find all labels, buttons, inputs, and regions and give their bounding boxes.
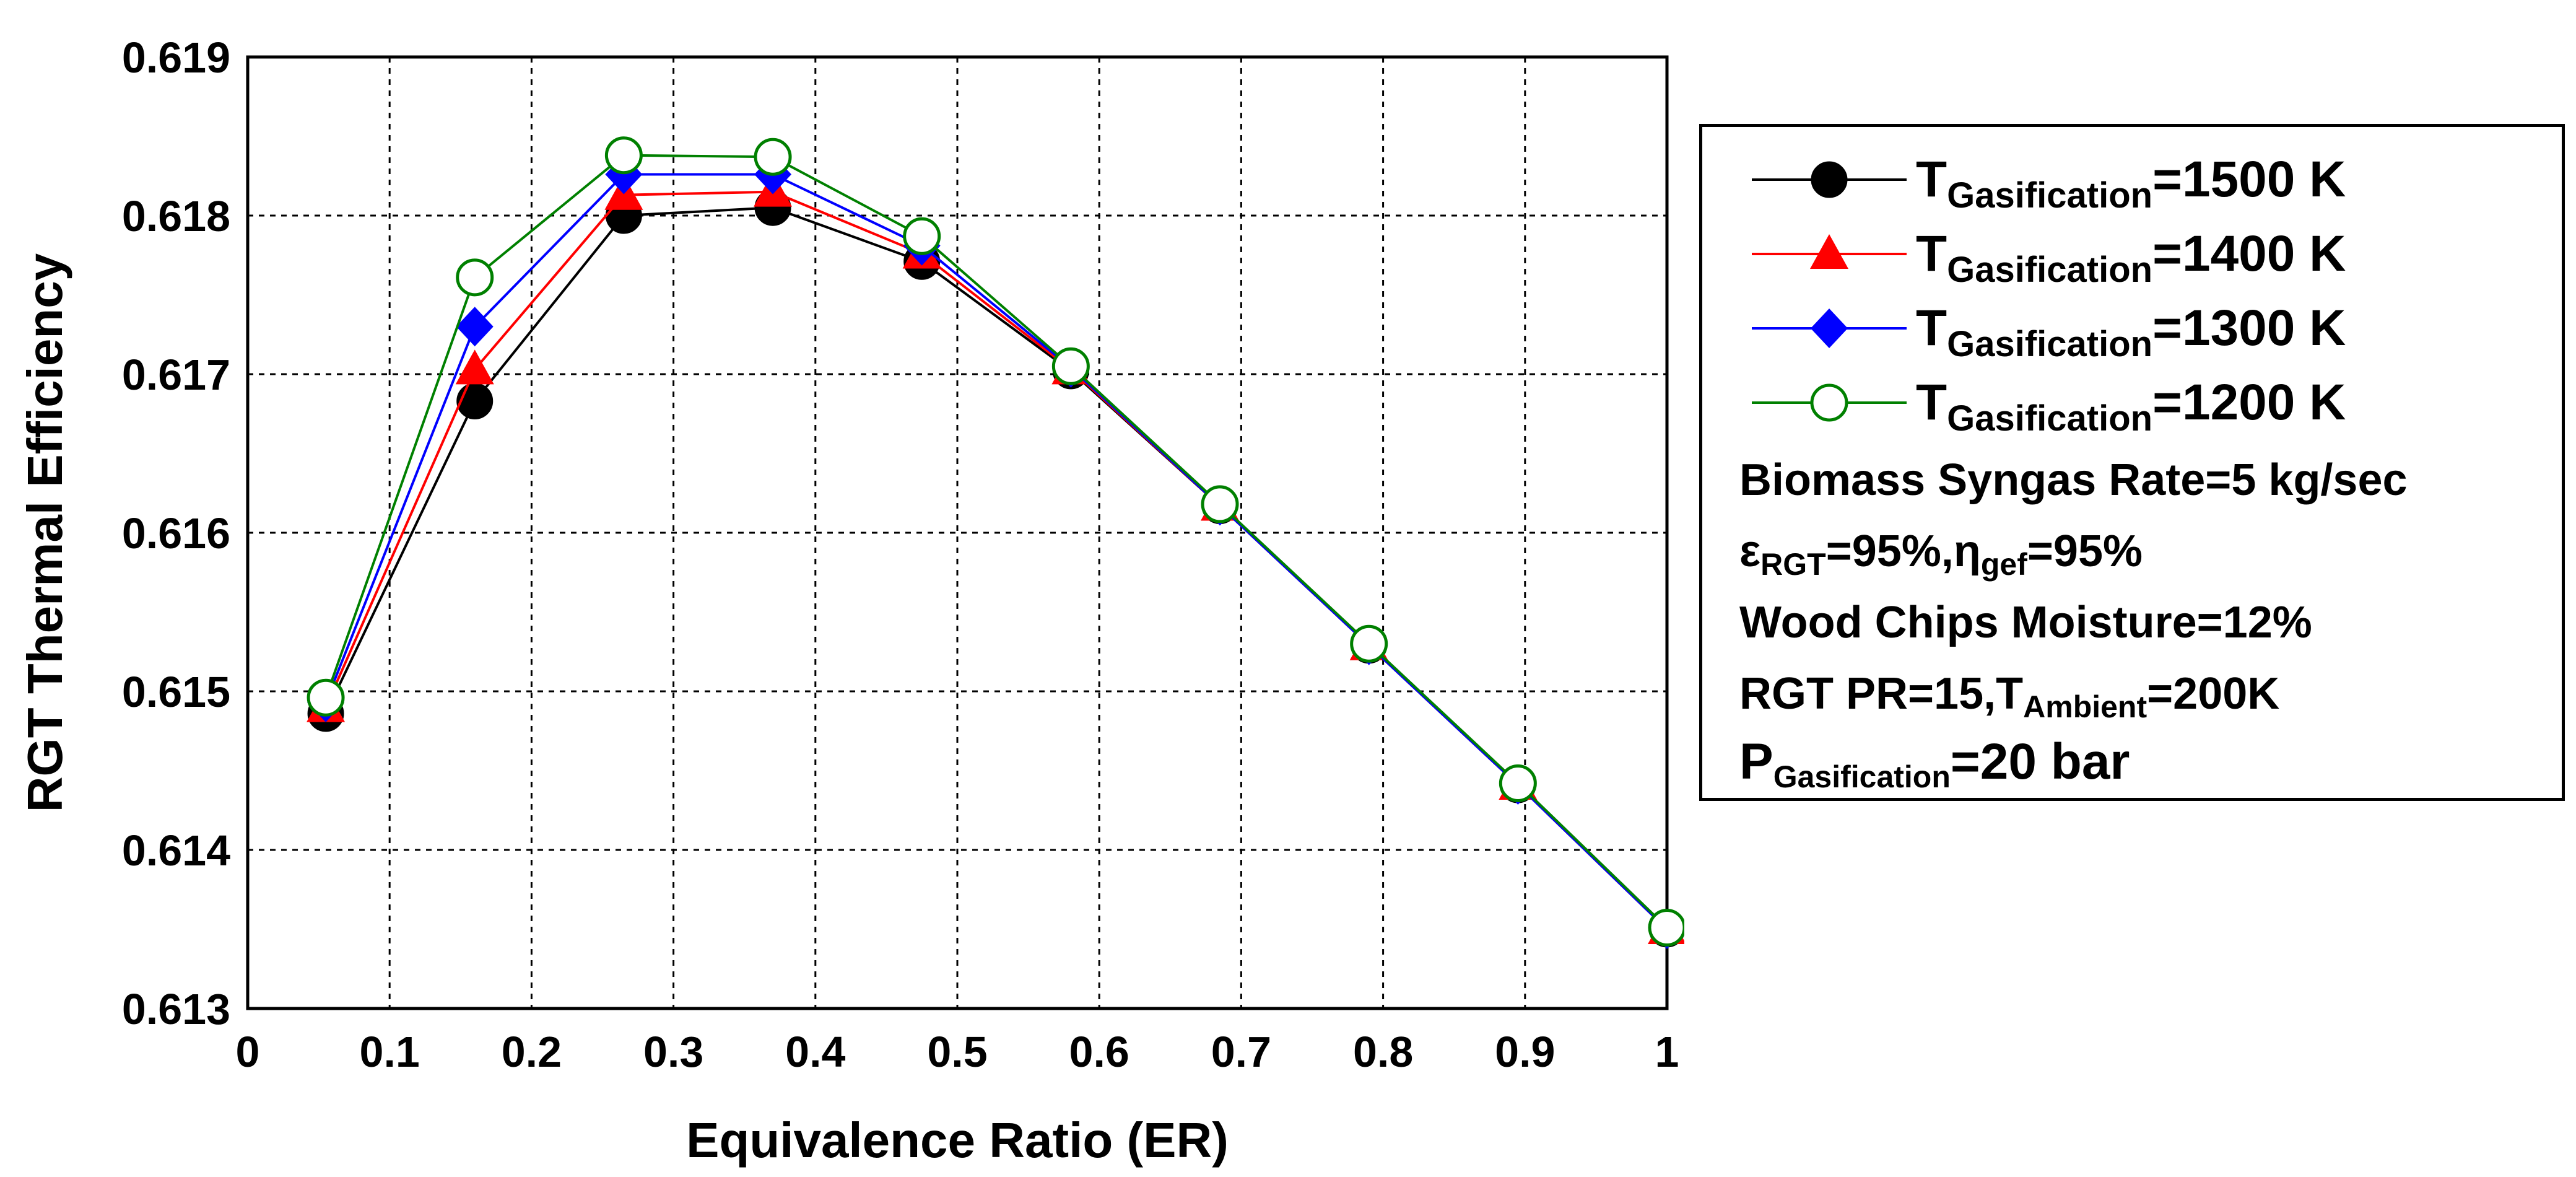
x-tick-label: 0.1 bbox=[360, 1028, 420, 1076]
y-tick-label: 0.617 bbox=[122, 351, 230, 399]
x-tick-label: 0.7 bbox=[1211, 1028, 1271, 1076]
data-point bbox=[1648, 908, 1684, 947]
note-syngas-rate: Biomass Syngas Rate=5 kg/sec bbox=[1739, 455, 2408, 505]
legend-label: TGasification=1300 K bbox=[1916, 300, 2346, 364]
data-point bbox=[456, 383, 494, 420]
data-point bbox=[1499, 764, 1537, 802]
x-tick-label: 0.5 bbox=[927, 1028, 987, 1076]
legend-symbol bbox=[1752, 234, 1907, 269]
y-tick-label: 0.616 bbox=[122, 509, 230, 558]
legend: TGasification=1500 K TGasification=1400 … bbox=[1699, 124, 2565, 801]
data-point bbox=[456, 307, 494, 347]
legend-label: TGasification=1400 K bbox=[1916, 225, 2346, 290]
x-axis-label: Equivalence Ratio (ER) bbox=[686, 1113, 1229, 1168]
x-tick-label: 0.4 bbox=[785, 1028, 845, 1076]
note-efficiencies: εRGT=95%,ηgef=95% bbox=[1739, 527, 2143, 582]
data-point bbox=[456, 258, 494, 297]
grid bbox=[248, 57, 1667, 1009]
x-tick-label: 1 bbox=[1655, 1028, 1679, 1076]
note-moisture: Wood Chips Moisture=12% bbox=[1739, 598, 2312, 647]
data-point bbox=[1350, 624, 1388, 663]
x-tick-label: 0 bbox=[236, 1028, 260, 1076]
legend-marker bbox=[1810, 383, 1848, 422]
x-tick-label: 0.9 bbox=[1495, 1028, 1555, 1076]
legend-marker bbox=[1810, 234, 1848, 269]
series-1500-k bbox=[307, 189, 1684, 948]
legend-entry-1300k: TGasification=1300 K bbox=[1702, 291, 2562, 365]
x-tick-label: 0.8 bbox=[1353, 1028, 1413, 1076]
series-1200-k bbox=[307, 136, 1684, 947]
note-gasification-pressure: PGasification=20 bar bbox=[1739, 733, 2130, 794]
legend-entry-1200k: TGasification=1200 K bbox=[1702, 365, 2562, 440]
x-tick-label: 0.6 bbox=[1069, 1028, 1129, 1076]
note-pressure-ratio: RGT PR=15,TAmbient=200K bbox=[1739, 669, 2280, 724]
data-point bbox=[307, 678, 345, 717]
data-point bbox=[1051, 347, 1090, 385]
series-layer bbox=[307, 136, 1684, 949]
series-line bbox=[324, 173, 1668, 930]
y-axis-label: RGT Thermal Efficiency bbox=[17, 253, 72, 812]
chart: 0 0.1 0.2 0.3 0.4 0.5 0.6 0.7 0.8 0.9 1 0.613 0.614… bbox=[17, 33, 1684, 1168]
plot-frame bbox=[246, 55, 1669, 1010]
y-tick-label: 0.614 bbox=[122, 826, 230, 875]
legend-marker bbox=[1811, 161, 1848, 198]
legend-entry-1500k: TGasification=1500 K bbox=[1702, 142, 2562, 217]
data-point bbox=[754, 138, 792, 176]
legend-label: TGasification=1500 K bbox=[1916, 151, 2346, 216]
legend-entry-1400k: TGasification=1400 K bbox=[1702, 217, 2562, 291]
y-tick-label: 0.613 bbox=[122, 985, 230, 1033]
x-tick-label: 0.3 bbox=[643, 1028, 703, 1076]
y-tick-label: 0.618 bbox=[122, 192, 230, 240]
y-tick-labels: 0.613 0.614 0.615 0.616 0.617 0.618 0.619 bbox=[122, 33, 230, 1033]
legend-symbol bbox=[1752, 161, 1907, 198]
y-tick-label: 0.615 bbox=[122, 668, 230, 716]
data-point bbox=[604, 136, 643, 175]
series-line bbox=[324, 154, 1668, 929]
series-line bbox=[324, 206, 1668, 930]
series-1300-k bbox=[307, 154, 1684, 949]
legend-marker bbox=[1811, 308, 1848, 348]
x-tick-label: 0.2 bbox=[502, 1028, 562, 1076]
legend-label: TGasification=1200 K bbox=[1916, 374, 2346, 439]
data-point bbox=[1201, 485, 1239, 523]
legend-symbol bbox=[1752, 383, 1907, 422]
x-tick-labels: 0 0.1 0.2 0.3 0.4 0.5 0.6 0.7 0.8 0.9 1 bbox=[236, 1028, 1679, 1076]
legend-symbol bbox=[1752, 308, 1907, 348]
data-point bbox=[903, 217, 941, 255]
data-point bbox=[455, 349, 494, 385]
y-tick-label: 0.619 bbox=[122, 33, 230, 82]
